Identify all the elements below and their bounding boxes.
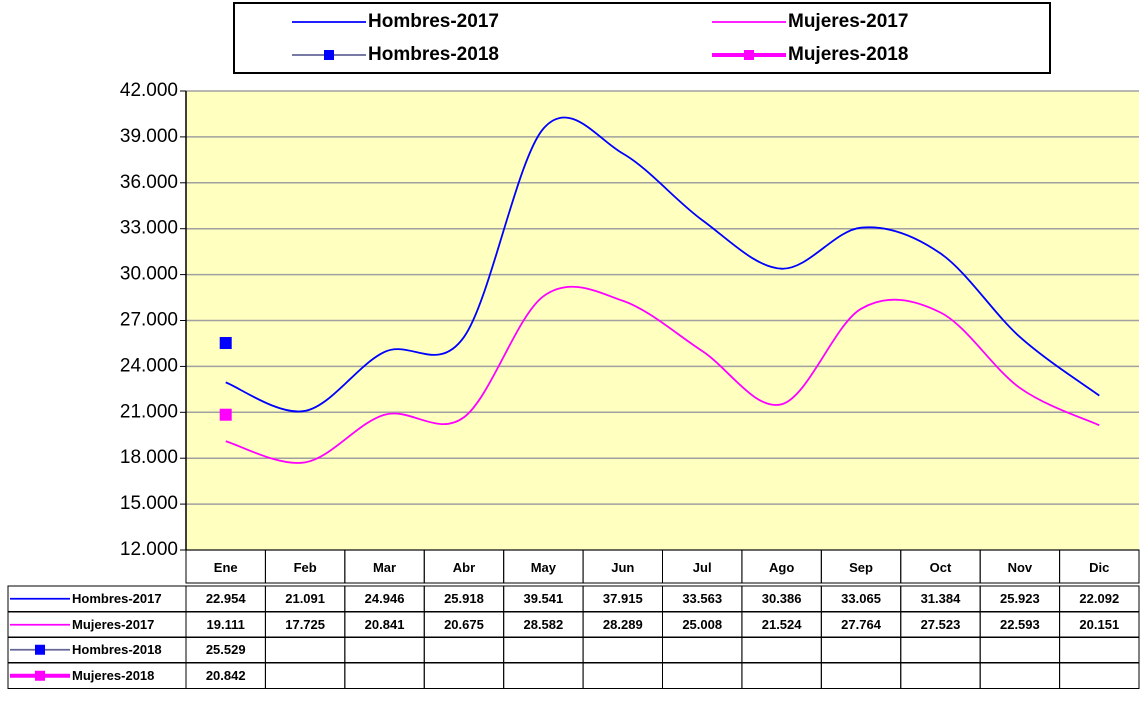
- data-label: 17.725: [285, 617, 325, 632]
- table-cell: [820, 636, 902, 663]
- data-label: 27.523: [921, 617, 961, 632]
- table-cell: [344, 636, 425, 663]
- x-tick-label: Mar: [373, 560, 396, 575]
- legend-label: Hombres-2017: [368, 11, 499, 32]
- data-label: 22.593: [1000, 617, 1040, 632]
- table-cell: [741, 636, 822, 663]
- marker: [219, 408, 232, 421]
- y-tick-label: 24.000: [120, 355, 178, 376]
- table-cell: [503, 662, 584, 689]
- data-label: 25.008: [682, 617, 722, 632]
- legend-marker: [35, 644, 45, 655]
- table-cell: [662, 636, 743, 663]
- data-label: 20.151: [1079, 617, 1119, 632]
- legend-label: Hombres-2018: [368, 44, 499, 65]
- table-cell: [503, 636, 584, 663]
- data-label: 39.541: [523, 591, 563, 606]
- legend-marker: [324, 50, 334, 60]
- row-label: Mujeres-2018: [72, 668, 154, 683]
- data-label: 37.915: [603, 591, 643, 606]
- x-tick-label: Nov: [1008, 560, 1033, 575]
- data-label: 27.764: [841, 617, 882, 632]
- legend-label: Mujeres-2018: [788, 44, 908, 65]
- data-label: 20.675: [444, 617, 484, 632]
- data-label: 28.582: [523, 617, 563, 632]
- data-label: 33.065: [841, 591, 881, 606]
- x-tick-label: Oct: [930, 560, 952, 575]
- y-tick-label: 30.000: [120, 264, 178, 285]
- table-cell: [423, 662, 505, 689]
- data-label: 33.563: [682, 591, 722, 606]
- data-label: 24.946: [365, 591, 405, 606]
- table-cell: [423, 636, 505, 663]
- table-cell: [582, 636, 663, 663]
- y-tick-label: 36.000: [120, 172, 178, 193]
- row-label: Mujeres-2017: [72, 617, 154, 632]
- x-tick-label: Ago: [769, 560, 794, 575]
- table-cell: [979, 662, 1061, 689]
- table-cell: [900, 662, 981, 689]
- legend-marker: [744, 50, 754, 60]
- table-cell: [1059, 662, 1140, 689]
- table-cell: [264, 636, 346, 663]
- data-label: 31.384: [921, 591, 962, 606]
- data-label: 30.386: [762, 591, 802, 606]
- table-cell: [741, 662, 822, 689]
- x-tick-label: Jul: [693, 560, 712, 575]
- series-line: [225, 285, 1100, 464]
- y-tick-label: 18.000: [120, 447, 178, 468]
- data-label: 20.841: [365, 617, 405, 632]
- x-tick-label: Sep: [849, 560, 873, 575]
- legend-label: Mujeres-2017: [788, 11, 908, 32]
- data-label: 25.918: [444, 591, 484, 606]
- table-cell: [1059, 636, 1140, 663]
- y-tick-label: 12.000: [120, 539, 178, 560]
- x-tick-label: Feb: [294, 560, 317, 575]
- x-tick-label: May: [531, 560, 557, 575]
- table-cell: [1059, 549, 1140, 584]
- table-cell: [582, 662, 663, 689]
- data-label: 25.529: [206, 642, 246, 657]
- table-cell: [979, 636, 1061, 663]
- table-cell: [820, 662, 902, 689]
- x-tick-label: Dic: [1089, 560, 1109, 575]
- data-label: 20.842: [206, 668, 246, 683]
- legend: [233, 2, 1051, 74]
- data-label: 19.111: [207, 617, 245, 632]
- legend-marker: [35, 670, 45, 681]
- data-label: 21.091: [285, 591, 325, 606]
- x-tick-label: Ene: [214, 560, 238, 575]
- series-line: [225, 116, 1100, 413]
- table-cell: [900, 636, 981, 663]
- x-tick-label: Jun: [611, 560, 634, 575]
- y-tick-label: 39.000: [120, 126, 178, 147]
- y-tick-label: 21.000: [120, 401, 178, 422]
- data-label: 22.092: [1079, 591, 1119, 606]
- data-label: 21.524: [762, 617, 803, 632]
- marker: [219, 337, 232, 350]
- y-tick-label: 15.000: [120, 493, 178, 514]
- x-tick-label: Abr: [453, 560, 475, 575]
- y-tick-label: 33.000: [120, 218, 178, 239]
- row-label: Hombres-2018: [72, 642, 162, 657]
- table-cell: [662, 662, 743, 689]
- y-tick-label: 42.000: [120, 80, 178, 101]
- table-cell: [264, 662, 346, 689]
- data-label: 25.923: [1000, 591, 1040, 606]
- y-tick-label: 27.000: [120, 310, 178, 331]
- table-cell: [344, 662, 425, 689]
- data-label: 22.954: [206, 591, 247, 606]
- data-label: 28.289: [603, 617, 643, 632]
- row-label: Hombres-2017: [72, 591, 162, 606]
